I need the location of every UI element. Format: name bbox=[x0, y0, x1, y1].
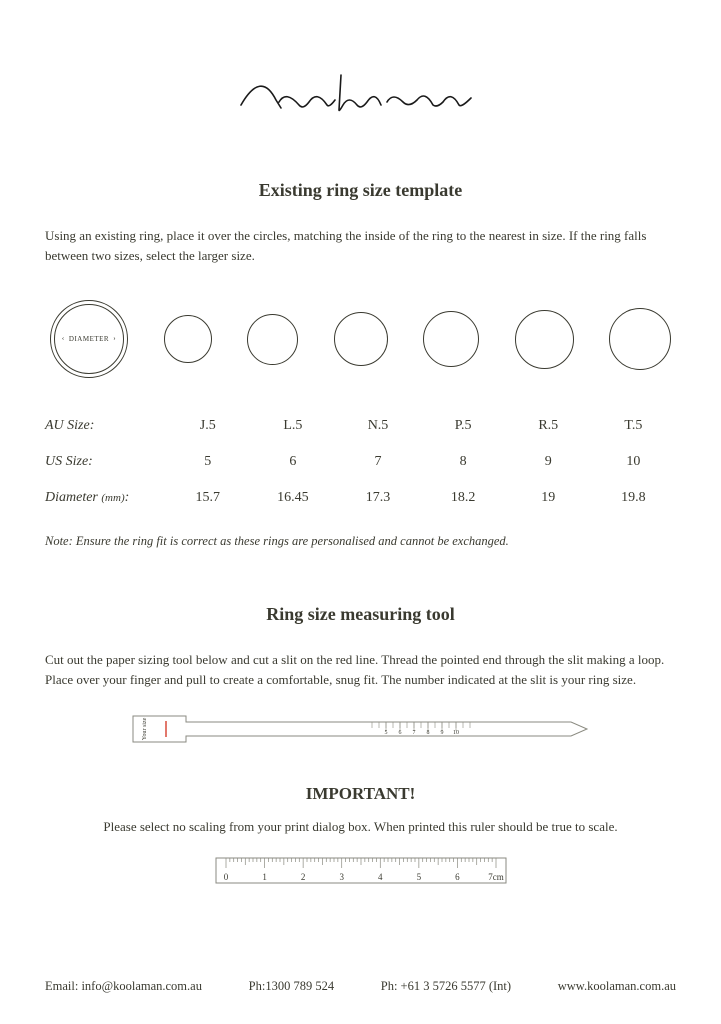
cell: 9 bbox=[506, 444, 591, 480]
cell: 18.2 bbox=[421, 480, 506, 516]
important-text: Please select no scaling from your print… bbox=[45, 819, 676, 835]
size-table: AU Size:J.5L.5N.5P.5R.5T.5US Size:567891… bbox=[45, 408, 676, 516]
row-label: AU Size: bbox=[45, 408, 165, 444]
svg-text:2: 2 bbox=[300, 872, 305, 882]
footer-phone2: Ph: +61 3 5726 5577 (Int) bbox=[381, 979, 511, 994]
ring-circles-row: DIAMETER bbox=[45, 300, 676, 378]
ring-circle-5 bbox=[609, 308, 671, 370]
svg-text:1: 1 bbox=[262, 872, 267, 882]
cell: J.5 bbox=[165, 408, 250, 444]
table-row: AU Size:J.5L.5N.5P.5R.5T.5 bbox=[45, 408, 676, 444]
row-label: Diameter (mm): bbox=[45, 480, 165, 516]
footer-web: www.koolaman.com.au bbox=[558, 979, 676, 994]
svg-text:3: 3 bbox=[339, 872, 344, 882]
svg-text:7: 7 bbox=[412, 730, 415, 736]
section1-title: Existing ring size template bbox=[45, 180, 676, 201]
svg-text:10: 10 bbox=[453, 730, 459, 736]
footer-phone1: Ph:1300 789 524 bbox=[249, 979, 334, 994]
cell: L.5 bbox=[250, 408, 335, 444]
scale-ruler: 0 1 2 3 4 5 6 7cm bbox=[211, 853, 511, 893]
ring-circle-0 bbox=[164, 315, 212, 363]
cell: T.5 bbox=[591, 408, 676, 444]
brand-logo bbox=[45, 60, 676, 135]
cell: R.5 bbox=[506, 408, 591, 444]
svg-text:5: 5 bbox=[416, 872, 421, 882]
cell: 7 bbox=[335, 444, 420, 480]
cell: 17.3 bbox=[335, 480, 420, 516]
svg-text:0: 0 bbox=[223, 872, 228, 882]
footer: Email: info@koolaman.com.au Ph:1300 789 … bbox=[45, 979, 676, 994]
row-label: US Size: bbox=[45, 444, 165, 480]
diameter-label: DIAMETER bbox=[69, 335, 109, 343]
ring-circle-2 bbox=[334, 312, 388, 366]
cell: 19.8 bbox=[591, 480, 676, 516]
diameter-legend-circle: DIAMETER bbox=[50, 300, 128, 378]
cell: P.5 bbox=[421, 408, 506, 444]
svg-text:5: 5 bbox=[384, 730, 387, 736]
cell: 6 bbox=[250, 444, 335, 480]
ring-circle-3 bbox=[423, 311, 479, 367]
sizing-tool-graphic: Your size 5 6 7 8 9 10 bbox=[131, 714, 591, 744]
cell: N.5 bbox=[335, 408, 420, 444]
important-title: IMPORTANT! bbox=[45, 784, 676, 804]
section1-intro: Using an existing ring, place it over th… bbox=[45, 226, 676, 265]
section2-text: Cut out the paper sizing tool below and … bbox=[45, 650, 676, 689]
svg-text:6: 6 bbox=[455, 872, 460, 882]
cell: 5 bbox=[165, 444, 250, 480]
cell: 15.7 bbox=[165, 480, 250, 516]
svg-text:4: 4 bbox=[378, 872, 383, 882]
cell: 19 bbox=[506, 480, 591, 516]
table-row: Diameter (mm):15.716.4517.318.21919.8 bbox=[45, 480, 676, 516]
svg-text:8: 8 bbox=[426, 730, 429, 736]
svg-text:7cm: 7cm bbox=[488, 872, 504, 882]
footer-email: Email: info@koolaman.com.au bbox=[45, 979, 202, 994]
section2-title: Ring size measuring tool bbox=[45, 604, 676, 625]
ring-circle-4 bbox=[515, 310, 574, 369]
ring-circle-1 bbox=[247, 314, 298, 365]
tool-label: Your size bbox=[142, 717, 148, 740]
svg-text:6: 6 bbox=[398, 730, 401, 736]
cell: 16.45 bbox=[250, 480, 335, 516]
cell: 8 bbox=[421, 444, 506, 480]
cell: 10 bbox=[591, 444, 676, 480]
section1-note: Note: Ensure the ring fit is correct as … bbox=[45, 534, 676, 549]
svg-text:9: 9 bbox=[440, 730, 443, 736]
table-row: US Size:5678910 bbox=[45, 444, 676, 480]
